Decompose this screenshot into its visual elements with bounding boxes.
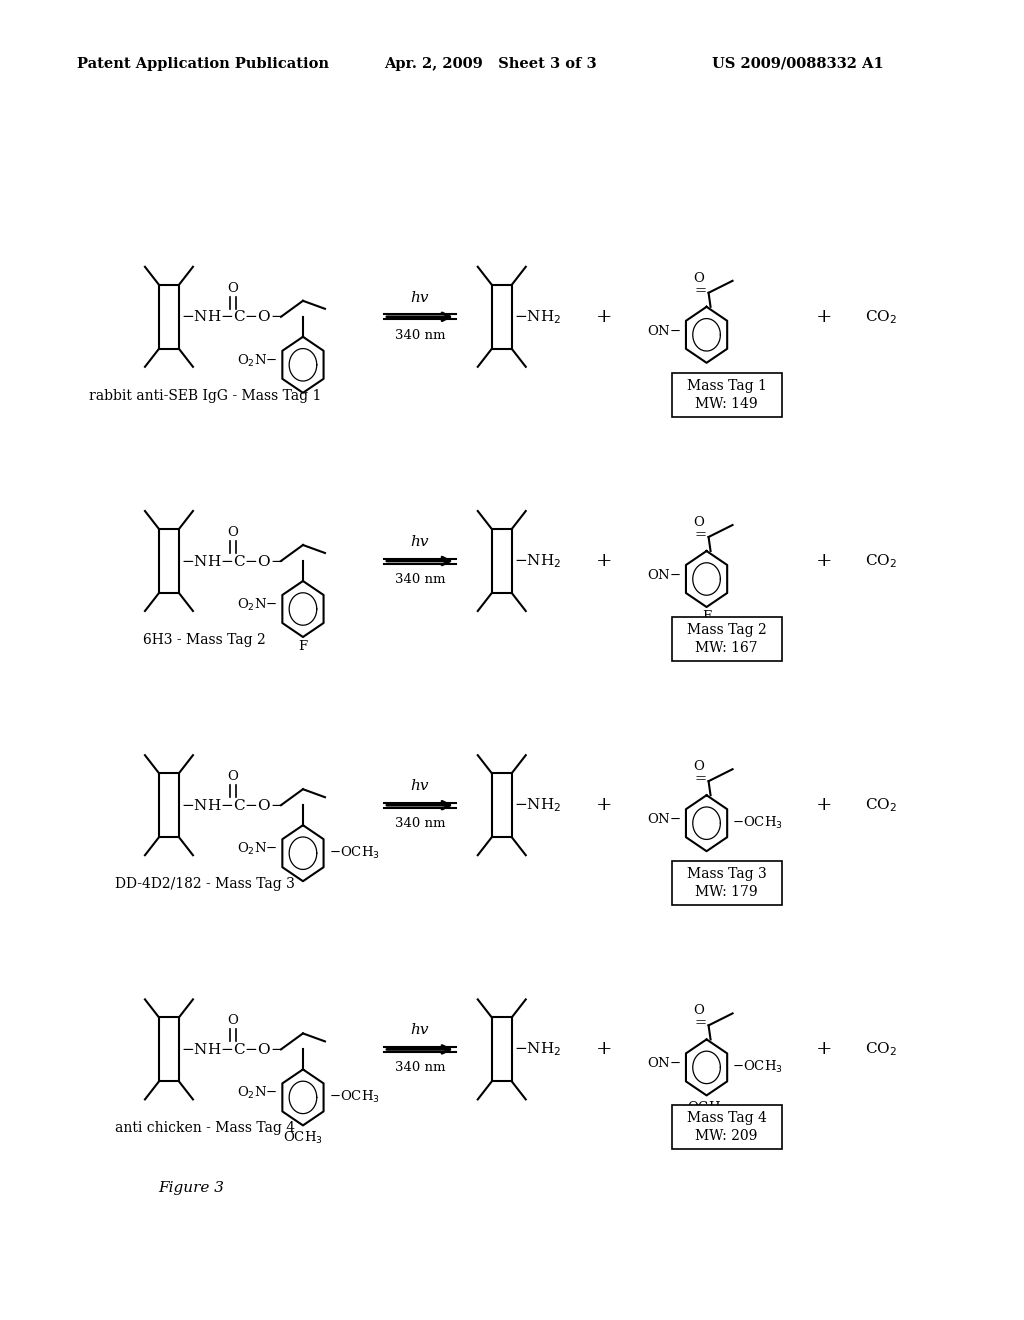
Text: MW: 179: MW: 179 <box>695 886 758 899</box>
Bar <box>159 529 179 593</box>
Bar <box>672 616 781 661</box>
Text: hv: hv <box>411 290 429 305</box>
Text: Mass Tag 4: Mass Tag 4 <box>687 1111 767 1126</box>
Bar <box>159 774 179 837</box>
Text: Mass Tag 3: Mass Tag 3 <box>687 867 766 882</box>
Text: O: O <box>693 1005 705 1018</box>
Bar <box>159 285 179 348</box>
Text: OCH$_3$: OCH$_3$ <box>283 1130 323 1147</box>
Text: O: O <box>227 525 239 539</box>
Text: hv: hv <box>411 779 429 793</box>
Text: +: + <box>816 796 833 814</box>
Text: US 2009/0088332 A1: US 2009/0088332 A1 <box>712 57 884 71</box>
Text: $-$NH$-$C$-$O$-$: $-$NH$-$C$-$O$-$ <box>181 1041 284 1057</box>
Text: =: = <box>694 528 707 543</box>
Text: +: + <box>816 1040 833 1059</box>
Text: Mass Tag 2: Mass Tag 2 <box>687 623 766 638</box>
Text: anti chicken - Mass Tag 4: anti chicken - Mass Tag 4 <box>115 1122 295 1135</box>
Text: $-$NH$_2$: $-$NH$_2$ <box>514 1040 561 1059</box>
Text: O: O <box>227 770 239 783</box>
Bar <box>159 1018 179 1081</box>
Text: 6H3 - Mass Tag 2: 6H3 - Mass Tag 2 <box>143 634 266 647</box>
Text: CO$_2$: CO$_2$ <box>865 308 897 326</box>
Text: DD-4D2/182 - Mass Tag 3: DD-4D2/182 - Mass Tag 3 <box>115 878 295 891</box>
Text: CO$_2$: CO$_2$ <box>865 552 897 570</box>
Text: O: O <box>227 281 239 294</box>
Text: ON$-$: ON$-$ <box>646 812 681 826</box>
Text: O$_2$N$-$: O$_2$N$-$ <box>237 841 278 857</box>
Text: O: O <box>693 760 705 774</box>
Text: +: + <box>816 552 833 570</box>
Text: $-$OCH$_3$: $-$OCH$_3$ <box>329 1089 380 1105</box>
Bar <box>672 861 781 906</box>
Text: Patent Application Publication: Patent Application Publication <box>77 57 329 71</box>
Text: rabbit anti-SEB IgG - Mass Tag 1: rabbit anti-SEB IgG - Mass Tag 1 <box>89 389 321 403</box>
Text: O: O <box>227 1014 239 1027</box>
Text: +: + <box>596 796 612 814</box>
Text: =: = <box>694 1016 707 1031</box>
Text: ON$-$: ON$-$ <box>646 323 681 338</box>
Text: Figure 3: Figure 3 <box>159 1181 224 1196</box>
Text: OCH$_3$: OCH$_3$ <box>687 1101 726 1117</box>
Bar <box>672 372 781 417</box>
Text: O: O <box>693 272 705 285</box>
Text: +: + <box>596 552 612 570</box>
Text: =: = <box>694 284 707 298</box>
Text: F: F <box>702 610 711 623</box>
Text: MW: 167: MW: 167 <box>695 642 758 655</box>
Text: O: O <box>693 516 705 529</box>
Text: 340 nm: 340 nm <box>394 1061 445 1074</box>
Text: 340 nm: 340 nm <box>394 329 445 342</box>
Text: $-$OCH$_3$: $-$OCH$_3$ <box>732 1060 783 1076</box>
Text: 340 nm: 340 nm <box>394 817 445 830</box>
Text: MW: 209: MW: 209 <box>695 1130 758 1143</box>
Text: $-$OCH$_3$: $-$OCH$_3$ <box>732 816 783 832</box>
Text: +: + <box>596 1040 612 1059</box>
Bar <box>492 529 512 593</box>
Text: $-$NH$_2$: $-$NH$_2$ <box>514 796 561 814</box>
Text: $-$NH$_2$: $-$NH$_2$ <box>514 308 561 326</box>
Text: O$_2$N$-$: O$_2$N$-$ <box>237 1085 278 1101</box>
Text: hv: hv <box>411 535 429 549</box>
Bar <box>492 774 512 837</box>
Text: $-$NH$-$C$-$O$-$: $-$NH$-$C$-$O$-$ <box>181 797 284 813</box>
Text: CO$_2$: CO$_2$ <box>865 1040 897 1059</box>
Text: Mass Tag 1: Mass Tag 1 <box>687 379 767 393</box>
Text: $-$NH$_2$: $-$NH$_2$ <box>514 552 561 570</box>
Text: ON$-$: ON$-$ <box>646 568 681 582</box>
Text: $-$NH$-$C$-$O$-$: $-$NH$-$C$-$O$-$ <box>181 309 284 325</box>
Text: Apr. 2, 2009   Sheet 3 of 3: Apr. 2, 2009 Sheet 3 of 3 <box>384 57 597 71</box>
Text: +: + <box>816 308 833 326</box>
Text: O$_2$N$-$: O$_2$N$-$ <box>237 597 278 612</box>
Text: +: + <box>596 308 612 326</box>
Text: CO$_2$: CO$_2$ <box>865 796 897 814</box>
Text: 340 nm: 340 nm <box>394 573 445 586</box>
Text: F: F <box>298 640 307 653</box>
Text: $-$OCH$_3$: $-$OCH$_3$ <box>329 845 380 861</box>
Bar <box>672 1105 781 1150</box>
Bar <box>492 285 512 348</box>
Text: O$_2$N$-$: O$_2$N$-$ <box>237 352 278 368</box>
Text: ON$-$: ON$-$ <box>646 1056 681 1071</box>
Bar <box>492 1018 512 1081</box>
Text: $-$NH$-$C$-$O$-$: $-$NH$-$C$-$O$-$ <box>181 553 284 569</box>
Text: hv: hv <box>411 1023 429 1038</box>
Text: MW: 149: MW: 149 <box>695 397 758 411</box>
Text: =: = <box>694 772 707 787</box>
